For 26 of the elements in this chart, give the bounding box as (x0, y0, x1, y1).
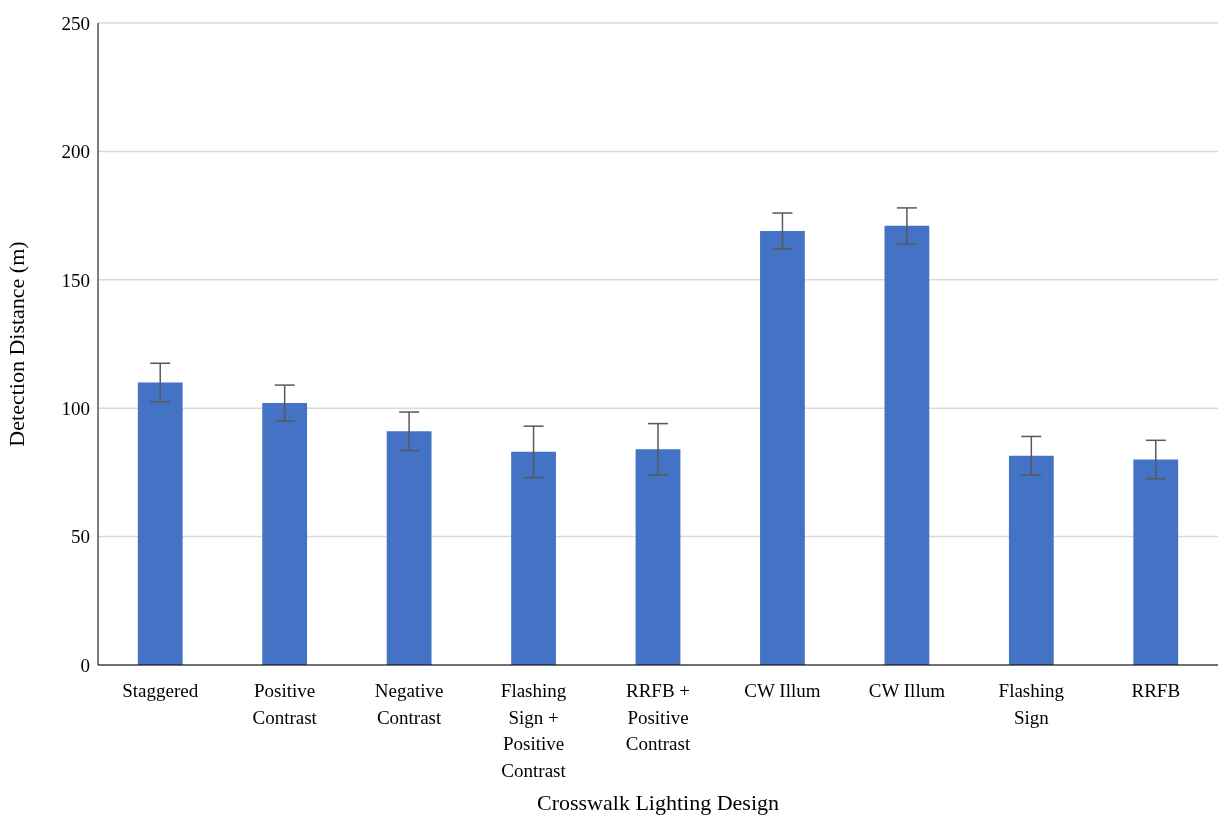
y-tick-label: 0 (80, 654, 90, 676)
x-tick-label: Positive Contrast (252, 680, 318, 728)
y-tick-label: 200 (61, 141, 90, 163)
bar (1133, 459, 1179, 665)
bar (386, 431, 432, 665)
x-tick-label: Flashing Sign (998, 680, 1065, 728)
y-tick-label: 100 (61, 397, 90, 419)
bar (760, 231, 805, 665)
x-tick-label: Staggered (122, 680, 199, 701)
x-axis-title: Crosswalk Lighting Design (537, 790, 779, 815)
bar (635, 449, 681, 665)
bar (511, 451, 556, 665)
x-tick-label: RRFB + Positive Contrast (625, 680, 691, 754)
bar (262, 403, 308, 665)
bar (884, 225, 930, 665)
bar (137, 382, 183, 665)
x-tick-label: Negative Contrast (374, 680, 444, 728)
x-tick-label: RRFB (1131, 680, 1181, 701)
x-tick-label: CW Illum (868, 680, 946, 701)
bar (1008, 455, 1054, 665)
x-tick-label: CW Illum (744, 680, 821, 701)
y-axis-title: Detection Distance (m) (3, 241, 29, 447)
y-tick-label: 50 (71, 526, 90, 548)
y-tick-label: 250 (61, 12, 90, 34)
y-tick-label: 150 (61, 269, 90, 291)
x-tick-label: Flashing Sign + Positive Contrast (500, 680, 567, 781)
